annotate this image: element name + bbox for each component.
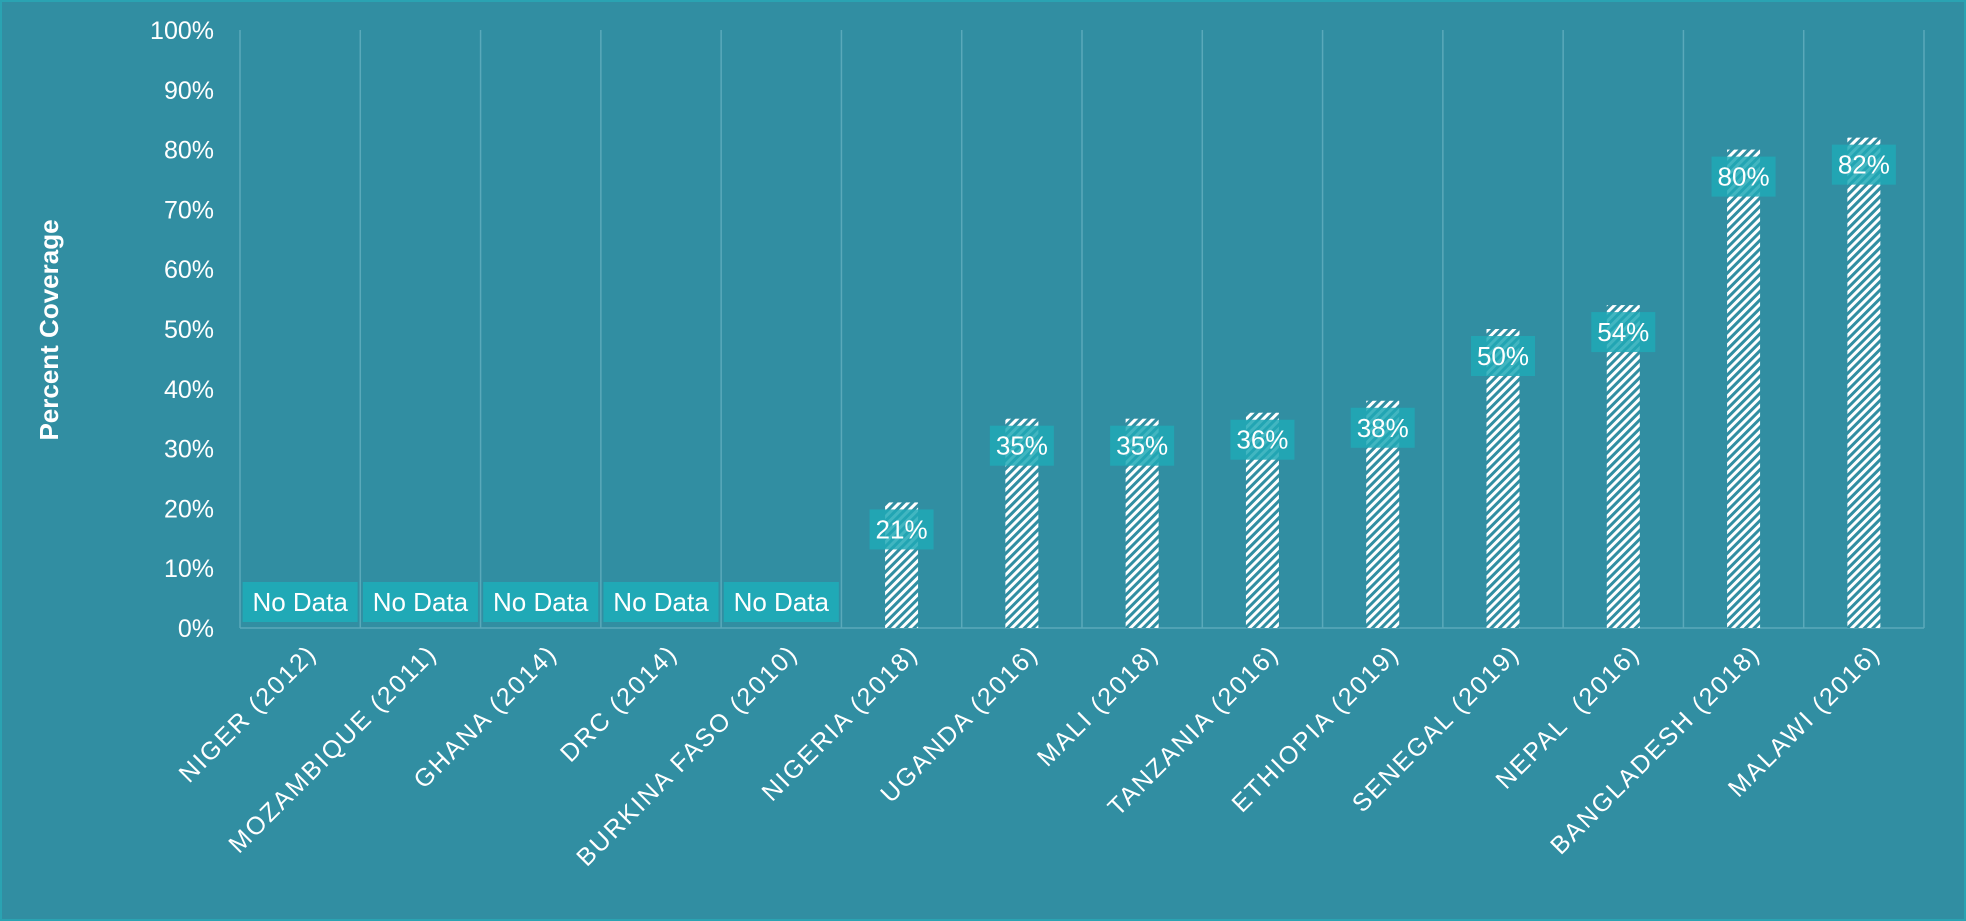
data-label-box: [1471, 336, 1535, 376]
data-label-box: [1350, 407, 1415, 448]
y-axis: 0% 10% 20% 30% 40% 50% 60% 70% 80% 90% 100%: [150, 17, 214, 643]
y-tick-label: 30%: [164, 436, 214, 464]
no-data-label: No Data: [252, 587, 348, 617]
no-data-label: No Data: [613, 587, 709, 617]
no-data-label: No Data: [734, 587, 830, 617]
y-tick-label: 20%: [164, 495, 214, 523]
data-label-box: [1110, 425, 1175, 466]
data-label: 35%: [1116, 431, 1168, 461]
data-label: 36%: [1236, 425, 1288, 455]
bar: [1606, 305, 1640, 628]
data-label-box: [869, 509, 934, 550]
data-label-box: [1711, 156, 1776, 197]
gridlines: [239, 30, 1925, 629]
data-label: 35%: [996, 431, 1048, 461]
x-axis: NIGER (2012)MOZAMBIQUE (2011)GHANA (2014…: [174, 639, 1886, 871]
no-data-box: [483, 582, 599, 622]
data-label-box: [989, 425, 1054, 466]
data-label-box: [1230, 419, 1295, 460]
data-label: 82%: [1838, 150, 1890, 180]
bar: [1727, 149, 1761, 628]
data-label: 80%: [1718, 162, 1770, 192]
x-tick-label: BANGLADESH (2018): [1545, 639, 1766, 860]
y-tick-label: 80%: [164, 137, 214, 165]
no-data-label: No Data: [373, 587, 469, 617]
data-label: 50%: [1477, 341, 1529, 371]
bars: [885, 137, 1881, 628]
y-tick-label: 10%: [164, 555, 214, 583]
y-tick-label: 60%: [164, 256, 214, 284]
data-label-box: [1831, 144, 1896, 185]
y-tick-label: 0%: [178, 615, 214, 643]
data-label: 21%: [876, 514, 928, 544]
no-data-label: No Data: [493, 587, 589, 617]
y-axis-title: Percent Coverage: [34, 219, 64, 440]
data-label: 54%: [1597, 317, 1649, 347]
no-data-box: [723, 582, 839, 622]
data-label-box: [1591, 312, 1656, 353]
bar: [1486, 329, 1520, 628]
data-label: 38%: [1357, 413, 1409, 443]
no-data-box: [362, 582, 478, 622]
y-tick-label: 70%: [164, 196, 214, 224]
x-tick-label: BURKINA FASO (2010): [571, 639, 803, 871]
data-labels: No Data No Data No Data No Data No Data 21% 35…: [242, 144, 1896, 622]
y-tick-label: 50%: [164, 316, 214, 344]
no-data-box: [242, 582, 358, 622]
bar: [1847, 137, 1881, 628]
x-tick-label: MOZAMBIQUE (2011): [223, 639, 442, 858]
x-tick-label: MALI (2018): [1032, 639, 1165, 772]
x-tick-label: DRC (2014): [555, 639, 683, 767]
no-data-box: [603, 582, 719, 622]
y-tick-label: 40%: [164, 376, 214, 404]
y-tick-label: 100%: [150, 17, 214, 45]
y-tick-label: 90%: [164, 77, 214, 105]
